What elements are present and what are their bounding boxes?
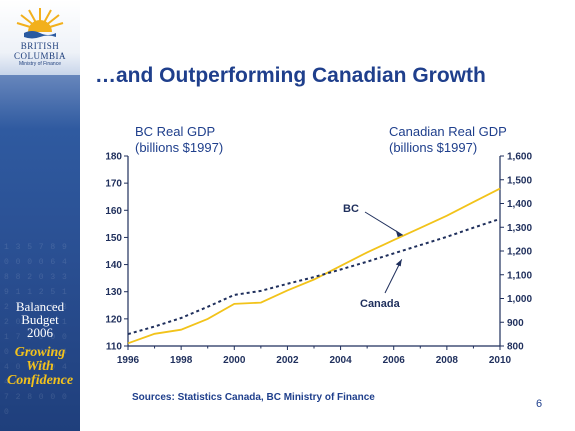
budget-line-3: 2006 bbox=[27, 325, 53, 340]
right-y-tick-label-1,500: 1,500 bbox=[507, 175, 532, 186]
annotation-arrowhead-canada bbox=[395, 259, 402, 267]
sun-logo-icon bbox=[16, 8, 64, 39]
series-line-bc bbox=[127, 187, 501, 345]
left-y-tick-label-110: 110 bbox=[106, 342, 123, 353]
background-digits: 1 3 5 7 8 9 0 0 0 0 6 4 8 8 2 0 3 3 9 1 … bbox=[4, 243, 68, 417]
slide-title: …and Outperforming Canadian Growth bbox=[95, 64, 486, 87]
right-y-tick-label-800: 800 bbox=[507, 342, 524, 353]
slogan: Growing With Confidence bbox=[0, 346, 80, 388]
x-tick-label-2004: 2004 bbox=[329, 355, 352, 366]
logo-line-1: BRITISH bbox=[20, 41, 60, 51]
left-axis-title-line-1: BC Real GDP bbox=[135, 124, 216, 139]
x-tick-label-1998: 1998 bbox=[170, 355, 193, 366]
right-y-tick-label-1,000: 1,000 bbox=[507, 294, 532, 305]
balanced-budget-label: Balanced Budget 2006 bbox=[0, 300, 80, 339]
left-y-tick-label-140: 140 bbox=[105, 260, 122, 271]
right-axis-title: Canadian Real GDP (billions $1997) bbox=[389, 124, 507, 156]
budget-line-2: Budget bbox=[21, 312, 59, 327]
right-axis-title-line-1: Canadian Real GDP bbox=[389, 124, 507, 139]
x-tick-label-1996: 1996 bbox=[117, 355, 140, 366]
left-y-tick-label-180: 180 bbox=[105, 152, 122, 163]
series-line-canada bbox=[127, 217, 501, 336]
x-tick-label-2008: 2008 bbox=[436, 355, 459, 366]
logo-subtitle: Ministry of Finance bbox=[19, 61, 61, 67]
logo-line-2: COLUMBIA bbox=[13, 51, 66, 61]
right-y-tick-label-1,100: 1,100 bbox=[507, 270, 532, 281]
logo-text: BRITISH COLUMBIA bbox=[0, 41, 80, 61]
page-number: 6 bbox=[536, 398, 543, 410]
annotation-label-canada: Canada bbox=[360, 298, 401, 310]
left-axis-title-line-2: (billions $1997) bbox=[135, 140, 224, 155]
left-y-tick-label-170: 170 bbox=[105, 179, 122, 190]
x-tick-label-2000: 2000 bbox=[223, 355, 246, 366]
x-tick-label-2006: 2006 bbox=[383, 355, 406, 366]
sources-note: Sources: Statistics Canada, BC Ministry … bbox=[132, 392, 375, 403]
right-y-tick-label-1,200: 1,200 bbox=[507, 247, 532, 258]
sidebar: BRITISH COLUMBIA Ministry of Finance 1 3… bbox=[0, 0, 80, 431]
slogan-line-2: With bbox=[26, 359, 54, 374]
right-axis-title-line-2: (billions $1997) bbox=[389, 140, 478, 155]
slogan-line-3: Confidence bbox=[6, 373, 74, 388]
x-tick-label-2002: 2002 bbox=[276, 355, 299, 366]
left-y-tick-label-160: 160 bbox=[105, 206, 122, 217]
bc-logo: BRITISH COLUMBIA Ministry of Finance bbox=[0, 0, 80, 75]
slogan-line-1: Growing bbox=[14, 345, 66, 360]
right-y-tick-label-1,400: 1,400 bbox=[507, 199, 532, 210]
right-y-tick-label-1,600: 1,600 bbox=[507, 152, 532, 163]
x-tick-label-2010: 2010 bbox=[489, 355, 512, 366]
left-y-tick-label-130: 130 bbox=[105, 287, 122, 298]
annotation-arrowhead-bc bbox=[395, 230, 403, 238]
budget-line-1: Balanced bbox=[15, 299, 65, 314]
left-y-tick-label-120: 120 bbox=[105, 314, 122, 325]
left-axis-title: BC Real GDP (billions $1997) bbox=[135, 124, 223, 156]
right-y-tick-label-1,300: 1,300 bbox=[507, 223, 532, 234]
left-y-tick-label-150: 150 bbox=[105, 233, 122, 244]
right-y-tick-label-900: 900 bbox=[507, 318, 524, 329]
annotation-label-bc: BC bbox=[343, 203, 359, 215]
